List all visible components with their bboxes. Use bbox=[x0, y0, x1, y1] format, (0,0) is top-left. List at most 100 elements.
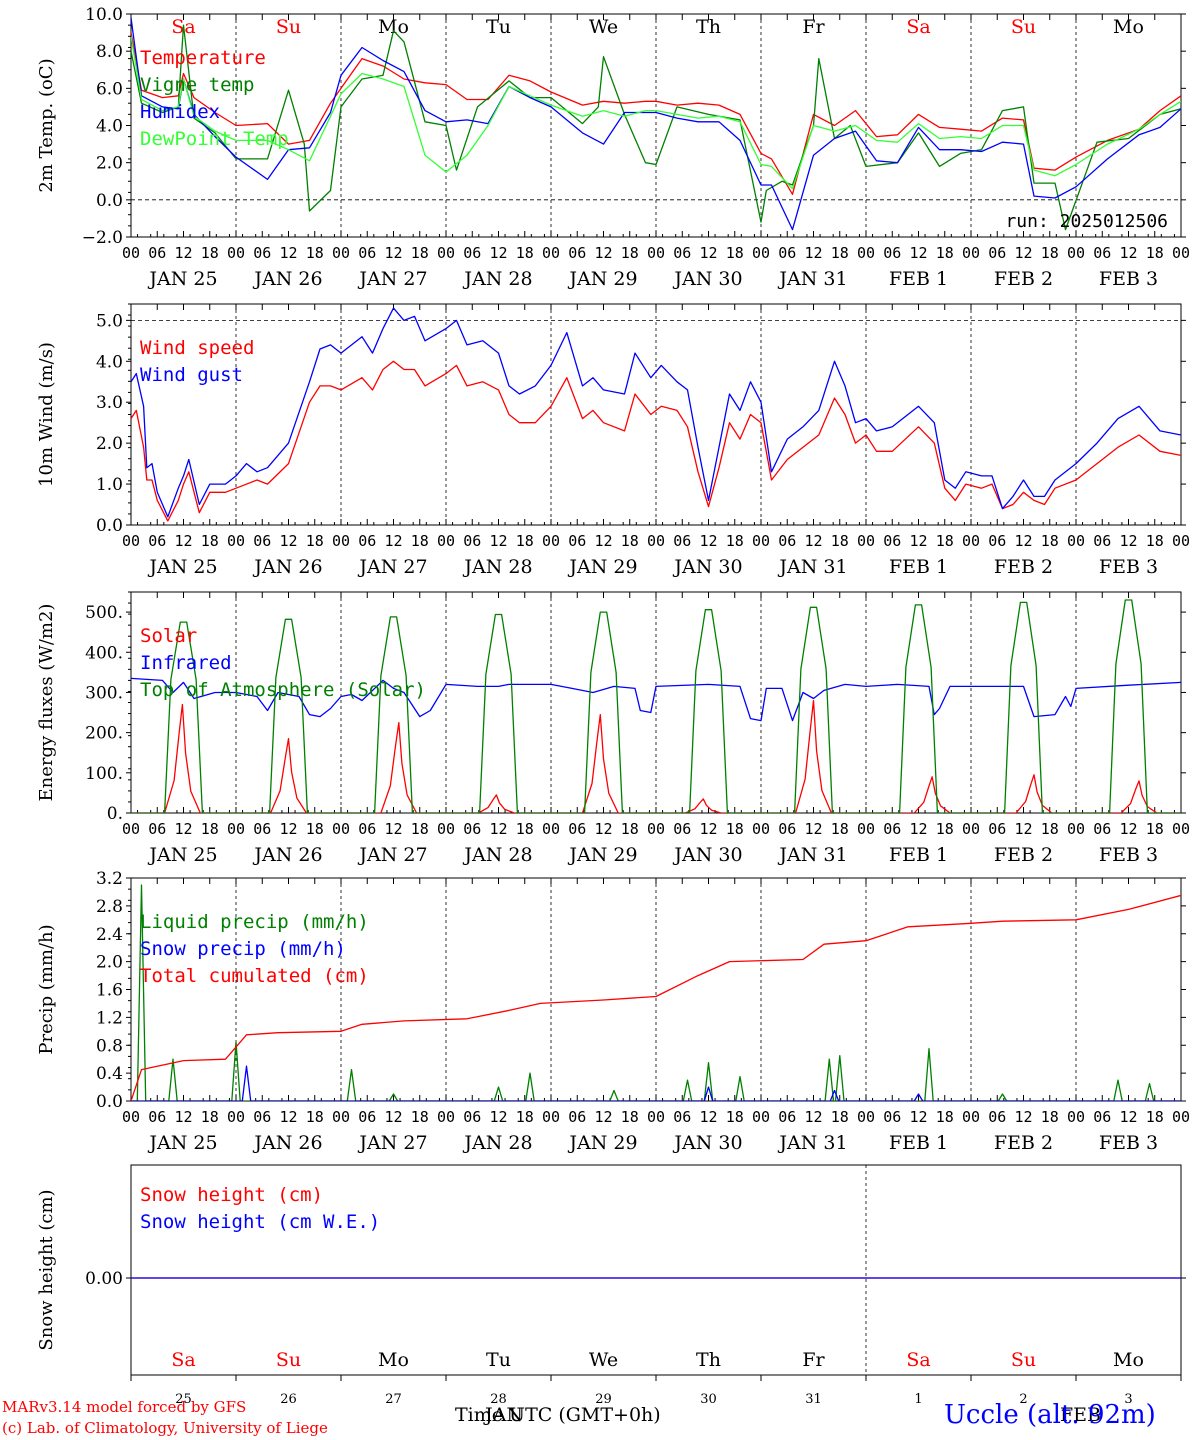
weekday-label: We bbox=[589, 16, 618, 38]
series-group bbox=[131, 599, 1181, 813]
x-date-label: JAN 29 bbox=[567, 556, 637, 578]
y-tick-label: 3.2 bbox=[96, 869, 123, 889]
x-hour-label: 12 bbox=[279, 820, 297, 838]
x-day-number: 25 bbox=[175, 1392, 192, 1407]
x-hour-label: 06 bbox=[253, 820, 271, 838]
x-hour-label: 00 bbox=[332, 820, 350, 838]
x-date-label: JAN 31 bbox=[777, 844, 847, 866]
x-day-number: 30 bbox=[700, 1392, 717, 1407]
x-date-label: FEB 2 bbox=[994, 1132, 1053, 1154]
y-tick-label: −2.0 bbox=[82, 228, 123, 248]
x-hour-label: 06 bbox=[673, 244, 691, 262]
x-hour-label: 18 bbox=[411, 244, 429, 262]
x-hour-label: 06 bbox=[148, 532, 166, 550]
x-hour-label: 12 bbox=[1119, 244, 1137, 262]
x-hour-label: 00 bbox=[1172, 244, 1190, 262]
weekday-label: Tu bbox=[486, 16, 511, 38]
series-line bbox=[131, 360, 1181, 522]
x-hour-label: 00 bbox=[962, 1108, 980, 1126]
x-hour-label: 00 bbox=[857, 820, 875, 838]
x-date-label: JAN 30 bbox=[672, 556, 742, 578]
x-hour-label: 06 bbox=[568, 244, 586, 262]
x-date-label: JAN 28 bbox=[462, 556, 532, 578]
x-hour-label: 12 bbox=[1119, 532, 1137, 550]
x-hour-label: 18 bbox=[306, 244, 324, 262]
legend-entry: Liquid precip (mm/h) bbox=[140, 911, 369, 933]
y-tick-label: 300. bbox=[85, 683, 123, 703]
x-hour-label: 06 bbox=[463, 244, 481, 262]
series-line bbox=[131, 894, 1181, 1101]
x-hour-label: 18 bbox=[726, 1108, 744, 1126]
weekday-label: Mo bbox=[378, 1349, 409, 1371]
x-hour-label: 00 bbox=[437, 1108, 455, 1126]
x-hour-label: 12 bbox=[174, 532, 192, 550]
x-date-label: FEB 2 bbox=[994, 268, 1053, 290]
x-hour-label: 00 bbox=[122, 1108, 140, 1126]
x-hour-label: 00 bbox=[962, 532, 980, 550]
x-hour-label: 12 bbox=[279, 244, 297, 262]
legend-entry: Vigne temp bbox=[140, 74, 254, 96]
x-hour-label: 12 bbox=[174, 1108, 192, 1126]
x-date-label: FEB 2 bbox=[994, 844, 1053, 866]
x-hour-label: 12 bbox=[594, 244, 612, 262]
x-hour-label: 18 bbox=[831, 820, 849, 838]
y-tick-label: 8.0 bbox=[96, 42, 123, 62]
x-date-label: FEB 3 bbox=[1099, 844, 1158, 866]
x-day-number: 3 bbox=[1124, 1392, 1132, 1407]
x-hour-label: 18 bbox=[936, 532, 954, 550]
x-day-number: 1 bbox=[914, 1392, 922, 1407]
legend-entry: Temperature bbox=[140, 47, 266, 69]
x-hour-label: 12 bbox=[594, 532, 612, 550]
legend-entry: Total cumulated (cm) bbox=[140, 965, 369, 987]
x-hour-label: 12 bbox=[909, 820, 927, 838]
x-hour-label: 12 bbox=[174, 820, 192, 838]
x-hour-label: 00 bbox=[437, 244, 455, 262]
x-hour-label: 12 bbox=[384, 820, 402, 838]
footer-lab: (c) Lab. of Climatology, University of L… bbox=[2, 1419, 328, 1437]
x-hour-label: 06 bbox=[778, 244, 796, 262]
x-hour-label: 06 bbox=[1093, 244, 1111, 262]
x-hour-label: 00 bbox=[857, 532, 875, 550]
y-tick-label: 0.0 bbox=[96, 1092, 123, 1112]
x-hour-label: 06 bbox=[988, 1108, 1006, 1126]
x-hour-label: 06 bbox=[148, 244, 166, 262]
x-hour-label: 12 bbox=[909, 532, 927, 550]
x-hour-label: 06 bbox=[988, 244, 1006, 262]
x-date-label: JAN 25 bbox=[147, 268, 217, 290]
x-date-label: FEB 2 bbox=[994, 556, 1053, 578]
x-date-label: JAN 28 bbox=[462, 1132, 532, 1154]
panel-1: 5.0 4.0 3.0 2.0 1.0 0.0 10m Wind (m/s) 00 06 12 18… bbox=[36, 303, 1190, 578]
series-line bbox=[131, 1065, 1181, 1101]
x-hour-label: 06 bbox=[988, 820, 1006, 838]
x-hour-label: 06 bbox=[358, 244, 376, 262]
panel-0: 10.0 8.0 6.0 4.0 2.0 0.0 −2.0 2m Temp. (oC) 00 06… bbox=[36, 5, 1190, 290]
x-hour-label: 00 bbox=[122, 820, 140, 838]
y-axis-label: 2m Temp. (oC) bbox=[36, 58, 57, 192]
x-hour-label: 06 bbox=[673, 1108, 691, 1126]
x-hour-label: 18 bbox=[1146, 244, 1164, 262]
station-label: Uccle (alt. 92m) bbox=[944, 1400, 1156, 1430]
x-hour-label: 18 bbox=[1146, 532, 1164, 550]
x-hour-label: 00 bbox=[1067, 820, 1085, 838]
series-line bbox=[131, 677, 1181, 722]
x-hour-label: 00 bbox=[227, 820, 245, 838]
x-date-label: FEB 1 bbox=[889, 268, 948, 290]
x-hour-label: 00 bbox=[647, 532, 665, 550]
x-date-label: JAN 25 bbox=[147, 1132, 217, 1154]
x-hour-label: 18 bbox=[1146, 1108, 1164, 1126]
weekday-label: Su bbox=[1011, 1349, 1036, 1371]
x-day-number: 27 bbox=[385, 1392, 402, 1407]
y-tick-label: 0.4 bbox=[96, 1064, 123, 1084]
x-day-number: 28 bbox=[490, 1392, 507, 1407]
x-hour-label: 06 bbox=[463, 820, 481, 838]
x-date-label: JAN 26 bbox=[252, 268, 322, 290]
y-axis-label: Snow height (cm) bbox=[36, 1189, 57, 1350]
legend-entry: Infrared bbox=[140, 652, 232, 674]
x-hour-label: 06 bbox=[673, 820, 691, 838]
x-hour-label: 00 bbox=[752, 820, 770, 838]
y-tick-label: 6.0 bbox=[96, 79, 123, 99]
x-hour-label: 00 bbox=[122, 244, 140, 262]
x-hour-label: 06 bbox=[778, 820, 796, 838]
x-hour-label: 12 bbox=[699, 1108, 717, 1126]
